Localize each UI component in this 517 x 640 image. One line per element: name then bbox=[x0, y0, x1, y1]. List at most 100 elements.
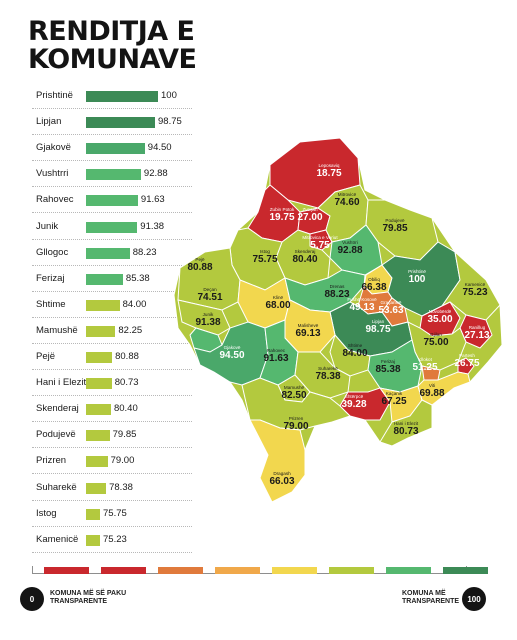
ranking-separator bbox=[32, 525, 192, 527]
region-decan bbox=[177, 299, 231, 336]
map-region-name: Kamenicë bbox=[464, 282, 486, 287]
map-region-name: Suharekë bbox=[318, 366, 338, 371]
map-region-label: Shtërpcë 39.28 bbox=[324, 394, 384, 410]
ranking-row: Istog 75.75 bbox=[0, 507, 200, 527]
region-shtime bbox=[329, 333, 371, 377]
map-region-value: 80.40 bbox=[292, 253, 318, 265]
map-region-value: 5.75 bbox=[310, 239, 330, 251]
legend-color-swatch bbox=[329, 567, 374, 574]
map-region-name: Mitrovicë bbox=[337, 192, 357, 197]
legend-low-text: KOMUNA MË SË PAKU TRANSPARENTE bbox=[50, 590, 126, 606]
ranking-separator bbox=[32, 342, 192, 344]
map-region-name: Fushë Kosovë bbox=[347, 297, 377, 302]
ranking-value: 75.23 bbox=[103, 533, 127, 545]
ranking-bar bbox=[86, 221, 138, 233]
map-region-label: Gjilan 75.00 bbox=[406, 332, 466, 348]
map-region-name: Obiliq bbox=[368, 277, 380, 282]
map-region-name: Gjilan bbox=[430, 332, 442, 337]
map-region-label: Zubin Potok 19.75 bbox=[252, 207, 312, 223]
ranking-list: Prishtinë 100 Lipjan 98.75 Gjakovë 94.50 Vusht… bbox=[0, 0, 200, 560]
ranking-name: Skenderaj bbox=[36, 403, 79, 415]
map-svg bbox=[173, 137, 503, 503]
map-region-value: 75.00 bbox=[423, 336, 449, 348]
map-region-name: Rahovec bbox=[266, 348, 286, 353]
map-region-name: Prizren bbox=[288, 416, 304, 421]
ranking-name: Junik bbox=[36, 220, 59, 232]
map-region-label: Dragash 66.03 bbox=[252, 471, 312, 487]
map-region-name: Skenderaj bbox=[294, 249, 316, 254]
ranking-bar bbox=[86, 117, 155, 129]
map-region-name: Graçanicë bbox=[380, 300, 402, 305]
ranking-separator bbox=[32, 264, 192, 266]
ranking-value: 91.63 bbox=[140, 194, 165, 206]
ranking-value: 80.40 bbox=[113, 403, 138, 415]
ranking-value: 79.85 bbox=[112, 429, 137, 441]
map-region-name: Lipjan bbox=[371, 319, 385, 324]
ranking-separator bbox=[32, 551, 192, 553]
map-region-value: 49.13 bbox=[349, 301, 375, 313]
ranking-value: 75.75 bbox=[103, 507, 127, 519]
map-region-label: Junik 91.38 bbox=[178, 312, 238, 328]
ranking-separator bbox=[32, 160, 192, 162]
legend-high-text-line-2: TRANSPARENTE bbox=[402, 598, 460, 605]
ranking-value: 78.38 bbox=[109, 481, 133, 493]
ranking-separator bbox=[32, 499, 192, 501]
ranking-name: Mamushë bbox=[36, 324, 78, 336]
map-region-name: Vushtrri bbox=[342, 240, 358, 245]
map-region-value: 18.75 bbox=[316, 167, 342, 179]
map-region-value: 98.75 bbox=[365, 323, 391, 335]
legend-color-swatch bbox=[158, 567, 203, 574]
ranking-separator bbox=[32, 395, 192, 397]
ranking-row: Pejë 80.88 bbox=[0, 350, 200, 370]
ranking-value: 98.75 bbox=[158, 116, 182, 128]
ranking-name: Gjakovë bbox=[36, 142, 71, 154]
map-region-label: Istog 75.75 bbox=[235, 249, 295, 265]
map-region-value: 68.00 bbox=[265, 299, 291, 311]
ranking-name: Podujevë bbox=[36, 429, 76, 441]
map-region-label: Ranillug 27.13 bbox=[447, 325, 507, 341]
ranking-bar bbox=[86, 352, 113, 363]
ranking-bar bbox=[86, 247, 130, 259]
map-region-name: Junik bbox=[202, 312, 214, 317]
map-region-name: Leposaviq bbox=[318, 163, 340, 168]
map-region-name: Shtime bbox=[347, 343, 363, 348]
kosovo-map: Leposaviq 18.75 Zubin Potok 19.75 Zveçan 27.0… bbox=[170, 130, 515, 510]
ranking-name: Pejë bbox=[36, 351, 56, 362]
map-region-label: Kllokot 51.25 bbox=[395, 357, 455, 373]
map-region-name: Viti bbox=[428, 383, 436, 388]
map-region-label: Kaçanik 67.25 bbox=[364, 391, 424, 407]
ranking-bar bbox=[86, 456, 108, 468]
legend-color-swatch bbox=[272, 567, 317, 574]
map-region-value: 91.63 bbox=[263, 352, 289, 364]
map-region-value: 39.28 bbox=[341, 398, 367, 410]
ranking-name: Shtime bbox=[36, 298, 66, 310]
map-region-value: 67.25 bbox=[381, 395, 407, 407]
ranking-separator bbox=[32, 186, 192, 188]
map-region-name: Deçan bbox=[203, 287, 217, 292]
map-region-value: 84.00 bbox=[342, 347, 368, 359]
map-region-value: 26.75 bbox=[454, 357, 480, 369]
ranking-row: Ferizaj 85.38 bbox=[0, 272, 200, 292]
map-region-value: 69.88 bbox=[419, 387, 445, 399]
map-region-label: Fushë Kosovë 49.13 bbox=[332, 297, 392, 313]
map-region-name: Mamushë bbox=[283, 385, 305, 390]
map-region-value: 53.63 bbox=[378, 304, 404, 316]
map-region-label: Ferizaj 85.38 bbox=[358, 359, 418, 375]
ranking-name: Suharekë bbox=[36, 481, 77, 493]
map-region-label: Novobërdë 35.00 bbox=[410, 309, 470, 325]
ranking-name: Hani i Elezit bbox=[36, 377, 87, 389]
map-region-label: Klinë 68.00 bbox=[248, 295, 308, 311]
ranking-value: 88.23 bbox=[132, 246, 157, 258]
ranking-separator bbox=[32, 316, 192, 318]
map-region-label: Hani i Elezit 80.73 bbox=[376, 421, 436, 437]
map-region-value: 74.60 bbox=[334, 196, 360, 208]
map-region-name: Kllokot bbox=[418, 357, 432, 362]
map-region-name: Podujevë bbox=[385, 218, 405, 223]
legend-color-swatch bbox=[443, 567, 488, 574]
map-region-value: 79.85 bbox=[382, 222, 408, 234]
map-region-name: Hani i Elezit bbox=[393, 421, 419, 426]
map-region-name: Mitrovica e Veriut bbox=[302, 235, 338, 240]
ranking-name: Rahovec bbox=[36, 194, 74, 206]
legend-high-text: KOMUNA MË TRANSPARENTE bbox=[402, 590, 459, 606]
ranking-separator bbox=[32, 238, 192, 240]
